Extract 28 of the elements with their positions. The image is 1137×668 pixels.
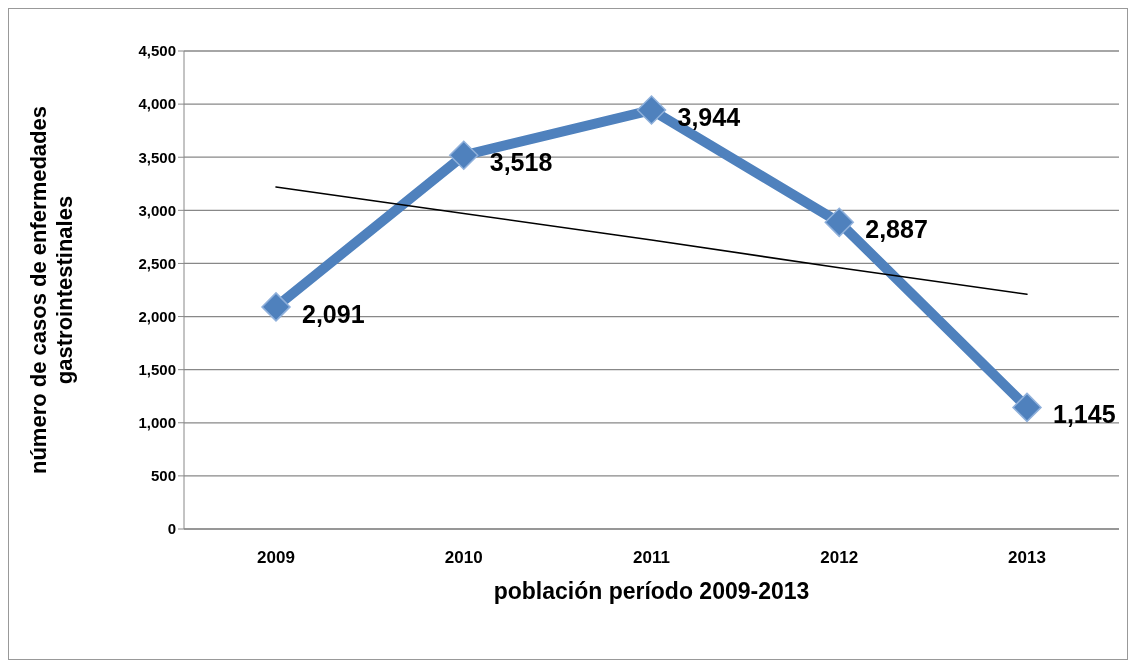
x-tick-label: 2009 [257, 548, 295, 568]
point [824, 207, 854, 238]
y-tick-label: 4,500 [138, 42, 176, 60]
data-label: 1,145 [1053, 400, 1116, 429]
y-tick-label: 2,000 [138, 307, 176, 325]
y-tick-label: 1,500 [138, 360, 176, 378]
y-tick-label: 0 [167, 520, 176, 538]
x-tick-label: 2011 [633, 548, 670, 568]
y-tick-label: 500 [150, 467, 176, 485]
y-tick-label: 3,000 [138, 201, 176, 219]
data-label: 2,091 [302, 299, 365, 328]
point [636, 95, 667, 125]
x-tick-label: 2012 [820, 548, 859, 568]
data-label: 2,887 [865, 215, 928, 244]
y-tick-label: 1,000 [138, 414, 176, 432]
y-tick-label: 2,500 [138, 254, 176, 272]
y-axis-title: número de casos de enfermedades gastrointestinales [26, 105, 77, 475]
point [1012, 392, 1042, 423]
y-tick-label: 4,000 [138, 95, 176, 113]
line-series [275, 186, 1028, 296]
data-label: 3,518 [489, 148, 553, 177]
x-axis-title: población período 2009-2013 [493, 578, 810, 604]
x-tick-label: 2013 [1008, 548, 1046, 568]
point [261, 292, 291, 322]
data-label: 3,944 [677, 103, 741, 132]
y-tick-label: 3,500 [138, 148, 176, 166]
point [449, 140, 479, 171]
x-tick-label: 2010 [444, 548, 483, 568]
